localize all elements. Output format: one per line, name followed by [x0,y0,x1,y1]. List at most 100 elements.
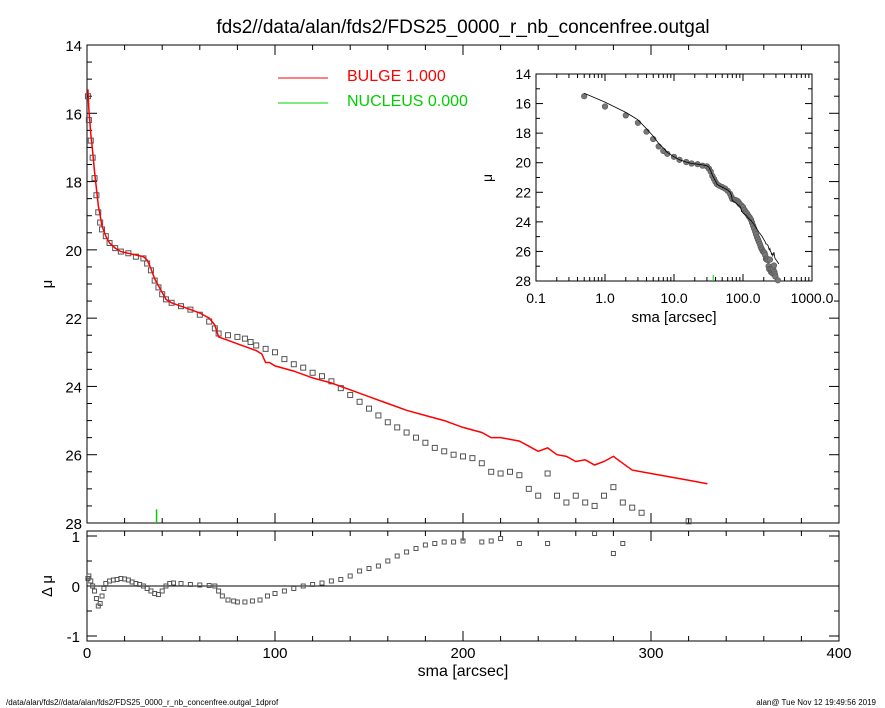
data-point [422,439,429,446]
data-point [441,448,448,455]
residual-point [441,539,447,545]
main-y-tick-label: 16 [65,106,82,123]
legend-nucleus-label: NUCLEUS 0.000 [347,93,468,110]
data-point [450,451,457,458]
inset-data-point [601,103,609,110]
footer-file-path: /data/alan/fds2//data/alan/fds2/FDS25_00… [6,698,279,707]
data-point [132,253,139,260]
residual-point [206,583,212,588]
data-point [394,424,401,431]
residual-point [545,541,551,546]
main-y-tick-label: 14 [65,38,82,55]
bulge-model-line [87,89,708,485]
inset-x-tick-label: 100.0 [725,290,760,306]
residual-point [155,592,161,597]
inset-data-point [774,277,782,284]
residual-point [225,597,231,603]
residual-point [264,593,270,599]
data-point [97,219,104,226]
main-y-tick-label: 24 [65,379,82,396]
data-point [431,444,438,451]
data-point [507,468,513,475]
residual-point [92,588,98,594]
residual-point [291,586,297,591]
residual-point [97,601,103,606]
residual-point [338,577,344,582]
data-point [516,472,523,479]
residual-point [357,568,363,574]
data-point [112,245,119,252]
inset-log-panel: μ sma [arcsec] 14 16 18 20 22 24 26 280.1 1.0 10.… [479,66,834,326]
residual-point [212,583,218,589]
residual-point [347,573,353,579]
inset-x-tick-label: 10.0 [660,290,687,306]
residual-point [90,583,96,589]
data-point [347,391,354,398]
data-point [563,499,570,506]
residual-point [394,553,400,559]
main-data-points [84,93,692,525]
data-point [610,484,617,491]
residual-point [99,593,105,599]
data-point [629,504,636,511]
residual-point [170,580,176,586]
residual-point [178,581,184,586]
data-point [168,299,175,306]
inset-data-point [634,119,642,126]
residual-point [366,566,372,571]
residual-point [488,538,494,544]
main-y-tick-label: 26 [65,448,82,465]
data-point [535,492,542,499]
residual-point [498,536,504,541]
inset-axis-ticks: 14 16 18 20 22 24 26 280.1 1.0 10.0 100.0 1000.0 [515,66,833,306]
inset-y-tick-label: 14 [515,66,531,82]
residual-point [413,546,419,551]
main-y-tick-label: 22 [65,311,82,328]
data-point [619,499,626,506]
main-y-tick-label: 28 [65,516,82,533]
residual-point [219,593,225,599]
residual-point [234,599,240,605]
residual-point [620,541,626,546]
inset-y-tick-label: 20 [515,155,531,171]
main-profile-panel: μ 14 16 18 20 22 24 26 28 BULGE 1.000 NUCLEUS 0… [39,38,840,533]
data-point [272,349,278,356]
data-point [591,502,598,509]
data-point [95,209,102,216]
residual-y-tick-label: -1 [67,629,80,646]
inset-background [530,72,818,282]
residual-x-tick-label: 0 [83,645,91,662]
residual-point [159,588,165,594]
data-point [187,306,194,313]
inset-y-tick-label: 18 [515,125,531,141]
residual-point [460,538,466,544]
residual-point [242,599,248,605]
residual-point [272,591,278,596]
data-point [281,356,288,363]
inset-y-tick-label: 22 [515,184,531,200]
residual-x-tick-label: 200 [450,645,475,662]
data-point [460,453,466,460]
residual-x-tick-label: 400 [826,645,851,662]
residual-point [86,573,92,579]
data-point [366,405,372,412]
data-point [300,364,307,371]
residual-x-tick-label: 100 [262,645,287,662]
residual-y-tick-label: 0 [72,579,80,596]
data-point [413,434,419,441]
data-point [162,296,169,303]
data-point [247,339,254,346]
legend: BULGE 1.000 NUCLEUS 0.000 [278,68,468,110]
residual-y-axis-label: Δ μ [39,575,56,597]
inset-data-point [766,256,774,263]
residual-point [101,586,107,591]
residual-point [249,598,255,604]
residual-data-points [85,531,626,609]
inset-y-tick-label: 26 [515,243,531,259]
data-point [328,378,335,385]
residual-x-axis-label: sma [arcsec] [418,663,509,680]
residual-point [88,578,94,584]
data-point [525,485,532,492]
inset-x-tick-label: 0.1 [526,290,546,306]
data-point [384,419,391,426]
